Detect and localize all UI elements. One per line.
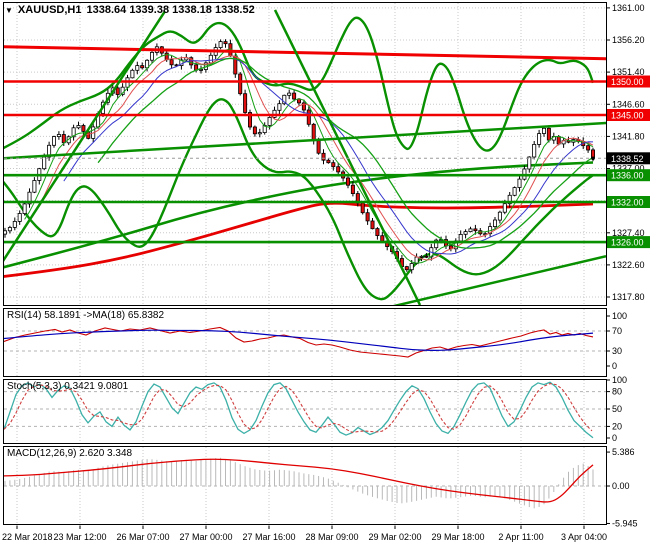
svg-text:5.386: 5.386 bbox=[612, 447, 635, 457]
price-level-badges: 1350.00 1345.00 1336.00 1332.00 1326.00 1338.… bbox=[607, 75, 650, 249]
svg-text:1356.20: 1356.20 bbox=[612, 35, 645, 45]
svg-text:27 Mar 00:00: 27 Mar 00:00 bbox=[179, 532, 232, 542]
long-moving-averages bbox=[4, 161, 594, 278]
bid-price-line bbox=[4, 156, 606, 161]
svg-text:1326.00: 1326.00 bbox=[611, 238, 644, 248]
svg-text:0.00: 0.00 bbox=[612, 481, 630, 491]
svg-text:0: 0 bbox=[612, 361, 617, 371]
svg-text:28 Mar 09:00: 28 Mar 09:00 bbox=[305, 532, 358, 542]
svg-text:1351.40: 1351.40 bbox=[612, 67, 645, 77]
svg-text:1350.00: 1350.00 bbox=[611, 77, 644, 87]
svg-text:1346.60: 1346.60 bbox=[612, 99, 645, 109]
svg-text:30: 30 bbox=[612, 346, 622, 356]
time-axis: 22 Mar 2018 23 Mar 12:00 26 Mar 07:00 27 Ma… bbox=[2, 525, 607, 542]
svg-text:2 Apr 11:00: 2 Apr 11:00 bbox=[498, 532, 543, 542]
svg-text:100: 100 bbox=[612, 375, 627, 385]
svg-text:0: 0 bbox=[612, 433, 617, 443]
svg-text:1336.00: 1336.00 bbox=[611, 171, 644, 181]
svg-text:20: 20 bbox=[612, 421, 622, 431]
svg-text:1337.00: 1337.00 bbox=[612, 164, 645, 174]
panel-frames bbox=[3, 2, 607, 525]
svg-text:3 Apr 04:00: 3 Apr 04:00 bbox=[561, 532, 607, 542]
svg-text:26 Mar 07:00: 26 Mar 07:00 bbox=[116, 532, 169, 542]
trendlines bbox=[4, 9, 606, 305]
svg-text:1332.00: 1332.00 bbox=[611, 198, 644, 208]
level-lines bbox=[4, 80, 606, 244]
svg-text:1338.52: 1338.52 bbox=[611, 154, 644, 164]
svg-text:1322.60: 1322.60 bbox=[612, 260, 645, 270]
symbol-dropdown-icon[interactable]: ▼ bbox=[5, 5, 13, 15]
bollinger-bands bbox=[4, 16, 595, 301]
svg-text:29 Mar 02:00: 29 Mar 02:00 bbox=[368, 532, 421, 542]
svg-text:27 Mar 16:00: 27 Mar 16:00 bbox=[242, 532, 295, 542]
svg-text:70: 70 bbox=[612, 326, 622, 336]
svg-text:-5.945: -5.945 bbox=[612, 518, 638, 528]
svg-text:1327.40: 1327.40 bbox=[612, 228, 645, 238]
price-axis: 1361.00 1356.20 1351.40 1346.60 1341.80 1337.… bbox=[606, 3, 645, 528]
svg-text:22 Mar 2018: 22 Mar 2018 bbox=[2, 532, 53, 542]
svg-text:23 Mar 12:00: 23 Mar 12:00 bbox=[53, 532, 106, 542]
svg-text:1361.00: 1361.00 bbox=[612, 3, 645, 13]
svg-text:80: 80 bbox=[612, 387, 622, 397]
svg-text:50: 50 bbox=[612, 404, 622, 414]
svg-text:1341.80: 1341.80 bbox=[612, 131, 645, 141]
svg-text:29 Mar 18:00: 29 Mar 18:00 bbox=[431, 532, 484, 542]
stoch-lines bbox=[4, 381, 594, 439]
svg-text:1317.80: 1317.80 bbox=[612, 292, 645, 302]
macd-signal-line bbox=[4, 458, 594, 503]
svg-text:100: 100 bbox=[612, 311, 627, 321]
svg-text:1345.00: 1345.00 bbox=[611, 111, 644, 121]
rsi-lines bbox=[4, 326, 594, 358]
